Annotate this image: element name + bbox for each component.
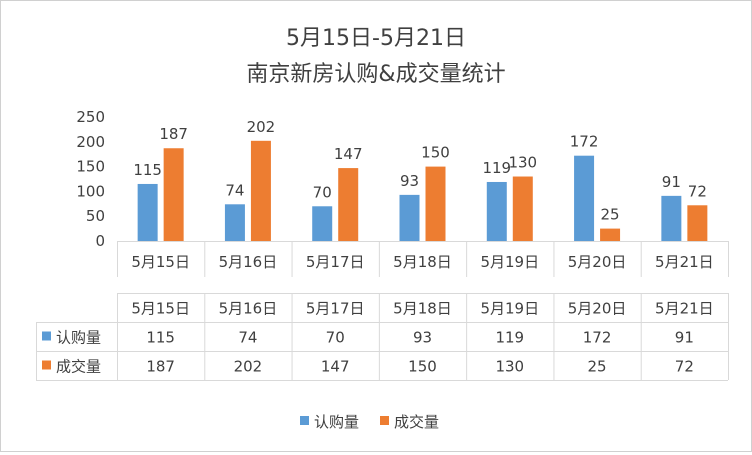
bar-transaction [425,166,446,241]
y-tick-label: 0 [95,232,105,250]
data-label: 119 [482,159,511,177]
data-label: 172 [570,133,599,151]
table-header-cell: 5月19日 [480,300,539,318]
legend-label: 认购量 [314,413,359,431]
legend-swatch [380,416,389,425]
bar-subscription [137,183,158,241]
table-series-label: 成交量 [56,358,101,376]
data-label: 150 [421,144,450,162]
x-tick-label: 5月18日 [393,253,452,271]
table-cell: 172 [583,329,612,347]
bar-transaction [338,168,359,241]
x-tick-label: 5月16日 [219,253,278,271]
table-cell: 115 [146,329,175,347]
y-tick-label: 50 [86,207,105,225]
y-tick-label: 150 [76,158,105,176]
data-label: 91 [662,173,681,191]
table-header-cell: 5月18日 [393,300,452,318]
data-label: 70 [313,183,332,201]
legend-swatch [300,416,309,425]
bar-subscription [661,195,682,241]
y-tick-label: 100 [76,182,105,200]
table-cell: 202 [234,358,263,376]
x-tick-label: 5月21日 [655,253,714,271]
table-cell: 72 [675,358,694,376]
bar-transaction [250,140,271,241]
data-label: 130 [508,154,537,172]
bar-subscription [574,155,595,241]
x-tick-label: 5月15日 [131,253,190,271]
table-cell: 150 [408,358,437,376]
table-header-cell: 5月15日 [131,300,190,318]
x-tick-label: 5月20日 [568,253,627,271]
data-label: 25 [601,206,620,224]
table-series-swatch [42,360,51,370]
data-label: 74 [225,181,244,199]
bar-subscription [486,181,507,241]
table-cell: 70 [326,329,345,347]
legend-label: 成交量 [394,413,439,431]
data-label: 93 [400,172,419,190]
table-series-label: 认购量 [56,329,101,347]
table-cell: 91 [675,329,694,347]
table-header-cell: 5月21日 [655,300,714,318]
y-axis: 0 50 100 150 200 250 [76,108,105,250]
table-cell: 74 [238,329,257,347]
bar-transaction [600,228,621,241]
bar-subscription [224,204,245,241]
data-label: 147 [334,145,363,163]
table-series-swatch [42,331,51,341]
x-tick-label: 5月19日 [480,253,539,271]
x-tick-label: 5月17日 [306,253,365,271]
legend: 认购量 成交量 [300,413,439,431]
y-tick-label: 250 [76,108,105,126]
table-header-cell: 5月20日 [568,300,627,318]
bar-transaction [163,148,184,241]
bar-subscription [312,206,333,241]
chart-subtitle: 南京新房认购&成交量统计 [246,62,505,87]
table-cell: 119 [495,329,524,347]
table-cell: 93 [413,329,432,347]
data-label: 187 [159,125,188,143]
bar-transaction [687,205,708,241]
table-cell: 25 [588,358,607,376]
data-label: 115 [133,161,162,179]
chart-title: 5月15日-5月21日 [286,26,466,51]
data-label: 72 [688,182,707,200]
table-cell: 130 [495,358,524,376]
bar-transaction [512,176,533,241]
y-tick-label: 200 [76,133,105,151]
table-header-cell: 5月16日 [219,300,278,318]
bar-subscription [399,194,420,241]
data-label: 202 [247,118,276,136]
table-cell: 147 [321,358,350,376]
table-header-cell: 5月17日 [306,300,365,318]
table-cell: 187 [146,358,175,376]
